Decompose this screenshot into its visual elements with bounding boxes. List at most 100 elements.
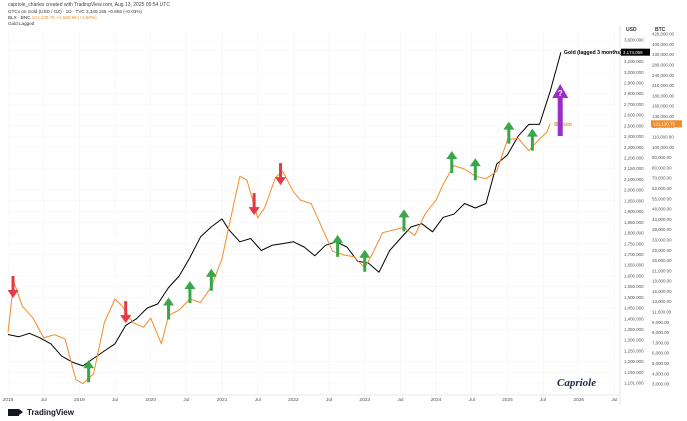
right-tick-label: 3,000.00 xyxy=(652,382,670,387)
right-tick-label: 19,000.00 xyxy=(652,279,672,284)
x-tick-label: 2022 xyxy=(288,397,299,403)
btc-price-tag-text: 121,130.75 xyxy=(653,121,676,126)
right-tick-label: 33,000.00 xyxy=(652,237,672,242)
left-tick-label: 1,550.000 xyxy=(624,284,644,289)
x-tick-label: Jul xyxy=(255,397,261,403)
left-tick-label: 1,300.000 xyxy=(624,338,644,343)
btc-price-tag xyxy=(651,120,682,128)
right-tick-label: 110,000.00 xyxy=(652,135,674,140)
legend-btc-row: BLX · BNC 121,130.75 +1,680.95 (+1.50%) xyxy=(8,15,97,20)
left-axis-title: USD xyxy=(626,27,637,33)
left-tick-label: 1,250.000 xyxy=(624,348,644,353)
x-tick-label: Jul xyxy=(326,397,332,403)
forecast-question-mark: ? xyxy=(558,89,563,98)
x-tick-label: 2018 xyxy=(3,397,14,403)
right-tick-label: 210,000.00 xyxy=(652,83,675,88)
left-tick-label: 1,750.000 xyxy=(624,241,644,246)
x-tick-label: Jul xyxy=(611,397,617,403)
x-tick-label: Jul xyxy=(183,397,189,403)
left-tick-label: 2,000.000 xyxy=(624,188,644,193)
right-tick-label: 43,000.00 xyxy=(652,217,672,222)
right-tick-label: 330,000.00 xyxy=(652,52,675,57)
up-arrow-icon xyxy=(503,121,515,144)
left-tick-label: 2,900.000 xyxy=(624,80,644,85)
x-tick-label: 2019 xyxy=(74,397,85,403)
x-tick-label: 2021 xyxy=(217,397,228,403)
x-tick-label: 2024 xyxy=(431,397,442,403)
x-tick-label: Jul xyxy=(112,397,118,403)
x-tick-label: 2023 xyxy=(359,397,370,403)
x-tick-label: 2026 xyxy=(573,397,584,403)
left-tick-label: 2,600.000 xyxy=(624,113,644,118)
left-tick-label: 2,150.000 xyxy=(624,166,644,171)
series-gold-line xyxy=(7,52,562,367)
right-tick-label: 90,000.00 xyxy=(652,155,672,160)
up-arrow-icon xyxy=(446,150,458,173)
right-tick-label: 11,000.00 xyxy=(652,310,672,315)
left-tick-label: 1,800.000 xyxy=(624,231,644,236)
brand-logo: Capriole xyxy=(557,377,597,389)
btc-series-label: Bitcoin xyxy=(554,122,572,128)
attribution-text: capriole_charles created with TradingVie… xyxy=(8,2,170,8)
right-tick-label: 62,000.00 xyxy=(652,186,672,191)
x-tick-label: 2020 xyxy=(145,397,156,403)
x-tick-label: Jul xyxy=(540,397,546,403)
left-tick-label: 2,700.000 xyxy=(624,102,644,107)
right-tick-label: 6,000.00 xyxy=(652,351,670,356)
right-tick-label: 55,000.00 xyxy=(652,196,672,201)
gold-price-tag xyxy=(621,48,650,56)
left-tick-label: 1,900.000 xyxy=(624,209,644,214)
left-tick-label: 1,350.000 xyxy=(624,327,644,332)
left-tick-label: 1,850.000 xyxy=(624,220,644,225)
right-tick-label: 4,000.00 xyxy=(652,371,670,376)
tradingview-footer: TradingView xyxy=(8,408,74,417)
up-arrow-icon xyxy=(359,249,371,272)
right-tick-label: 29,000.00 xyxy=(652,248,672,253)
gold-price-tag-text: 3,174.059 xyxy=(623,50,643,55)
right-tick-label: 38,000.00 xyxy=(652,227,672,232)
left-tick-label: 1,450.000 xyxy=(624,306,644,311)
left-tick-label: 1,101.000 xyxy=(624,381,644,386)
right-tick-label: 280,000.00 xyxy=(652,62,675,67)
right-tick-label: 240,000.00 xyxy=(652,73,675,78)
left-tick-label: 2,300.000 xyxy=(624,145,644,150)
right-tick-label: 7,000.00 xyxy=(652,340,670,345)
legend-extra-row: Gold Lagged xyxy=(8,21,35,26)
series-btc-line xyxy=(7,123,551,385)
left-tick-label: 2,500.000 xyxy=(624,123,644,128)
left-tick-label: 3,600.000 xyxy=(624,38,644,43)
right-tick-label: 100,000.00 xyxy=(652,145,675,150)
up-arrow-icon xyxy=(469,158,481,181)
up-arrow-icon xyxy=(398,209,410,232)
right-tick-label: 25,000.00 xyxy=(652,258,672,263)
right-tick-label: 16,000.00 xyxy=(652,289,672,294)
left-tick-label: 3,000.000 xyxy=(624,70,644,75)
up-arrow-icon xyxy=(163,297,175,320)
right-tick-label: 160,000.00 xyxy=(652,104,675,109)
right-tick-label: 420,000.00 xyxy=(652,32,675,37)
up-arrow-icon xyxy=(83,360,95,383)
left-tick-label: 1,400.000 xyxy=(624,316,644,321)
left-tick-label: 1,600.000 xyxy=(624,273,644,278)
forecast-arrow-icon xyxy=(552,84,569,136)
tradingview-label: TradingView xyxy=(27,408,74,417)
tradingview-logo-icon xyxy=(8,409,23,416)
x-tick-label: Jul xyxy=(469,397,475,403)
down-arrow-icon xyxy=(120,301,132,324)
x-tick-label: Jul xyxy=(397,397,403,403)
right-tick-label: 21,000.00 xyxy=(652,268,672,273)
gold-series-label: Gold (lagged 3 months) xyxy=(564,50,622,56)
right-tick-label: 80,000.00 xyxy=(652,165,672,170)
down-arrow-icon xyxy=(275,163,287,186)
right-tick-label: 70,000.00 xyxy=(652,176,672,181)
right-tick-label: 8,000.00 xyxy=(652,330,670,335)
right-tick-label: 400,000.00 xyxy=(652,42,675,47)
down-arrow-icon xyxy=(248,193,260,216)
up-arrow-icon xyxy=(332,234,344,257)
up-arrow-icon xyxy=(184,281,196,304)
left-tick-label: 2,400.000 xyxy=(624,134,644,139)
legend-btc-value: 121,130.75 +1,680.95 (+1.50%) xyxy=(31,15,97,20)
right-tick-label: 5,000.00 xyxy=(652,361,670,366)
